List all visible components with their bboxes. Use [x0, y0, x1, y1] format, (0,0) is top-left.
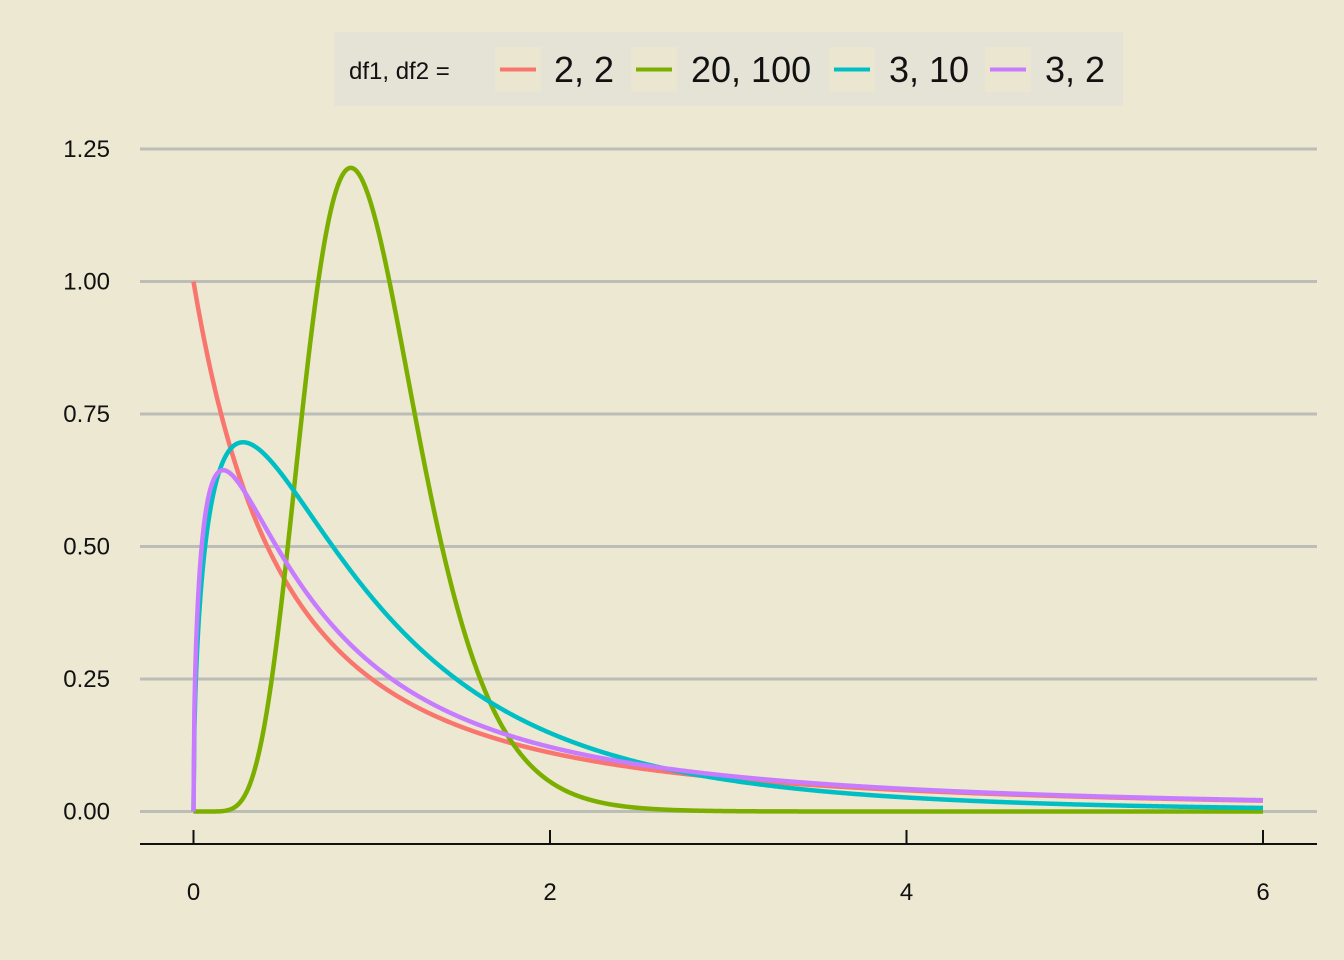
y-tick-label: 0.00: [63, 799, 110, 826]
legend-title: df1, df2 =: [349, 58, 450, 85]
legend: df1, df2 = 2, 2 20, 100 3, 10 3, 2: [334, 32, 1123, 106]
y-tick-label: 1.00: [63, 269, 110, 296]
x-tick-label: 0: [187, 879, 200, 906]
series-line-3: [191, 467, 1265, 812]
legend-entry-label: 3, 2: [1045, 49, 1105, 90]
y-tick-label: 0.25: [63, 666, 110, 693]
x-axis: 0 2 4 6: [140, 830, 1317, 906]
x-tick-label: 4: [900, 879, 913, 906]
legend-entries: 2, 2 20, 100 3, 10 3, 2: [495, 47, 1105, 92]
x-tick-label: 2: [543, 879, 556, 906]
legend-entry-label: 3, 10: [889, 49, 969, 90]
legend-entry-label: 20, 100: [691, 49, 811, 90]
y-tick-label: 0.50: [63, 534, 110, 561]
x-tick-label: 6: [1256, 879, 1269, 906]
series-line-1: [192, 165, 1265, 814]
grid: [140, 147, 1317, 813]
series-line-2: [191, 440, 1265, 812]
y-axis: 0.00 0.25 0.50 0.75 1.00 1.25: [63, 136, 110, 826]
series-lines: [191, 165, 1265, 814]
y-tick-label: 0.75: [63, 401, 110, 428]
legend-entry-label: 2, 2: [554, 49, 614, 90]
y-tick-label: 1.25: [63, 136, 110, 163]
